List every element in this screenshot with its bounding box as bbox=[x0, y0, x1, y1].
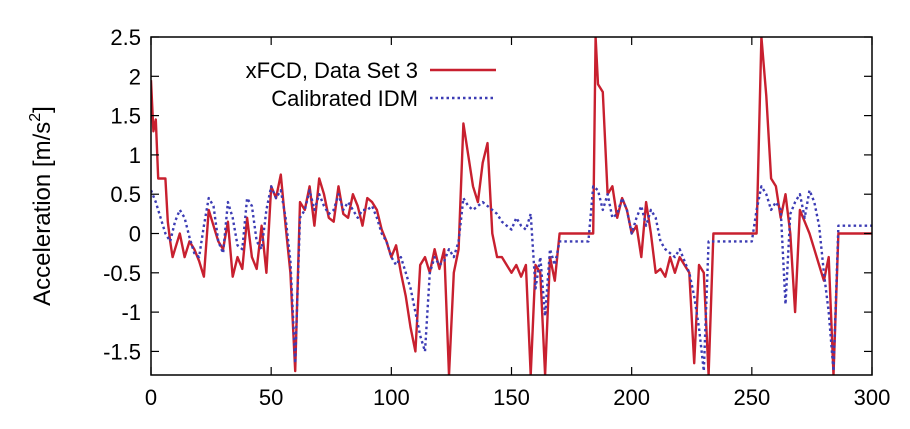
series-line-idm bbox=[151, 185, 872, 373]
legend-label-idm: Calibrated IDM bbox=[271, 86, 418, 111]
ticks-layer: 0 50 100 150 200 250 300 -1.5 -1 -0.5 0 0.5 1 1.5 2 2.5 bbox=[103, 25, 890, 410]
series-layer bbox=[151, 37, 872, 375]
legend-label-xfcd: xFCD, Data Set 3 bbox=[246, 58, 418, 83]
y-tick-label: 2.5 bbox=[110, 25, 141, 50]
y-tick-label: -1.5 bbox=[103, 339, 141, 364]
y-tick-label: 2 bbox=[129, 64, 141, 89]
y-axis-label-superscript: 2 bbox=[27, 113, 44, 122]
y-tick-label: 1 bbox=[129, 143, 141, 168]
x-tick-label: 50 bbox=[259, 385, 283, 410]
y-tick-label: -1 bbox=[121, 300, 141, 325]
plot-frame bbox=[150, 36, 873, 376]
x-tick-label: 150 bbox=[493, 385, 530, 410]
x-tick-label: 300 bbox=[854, 385, 891, 410]
x-tick-label: 100 bbox=[373, 385, 410, 410]
y-axis-label: Acceleration [m/s2] bbox=[27, 106, 56, 306]
y-axis-label-end: ] bbox=[29, 106, 56, 113]
x-tick-label: 200 bbox=[613, 385, 650, 410]
legend: xFCD, Data Set 3 Calibrated IDM bbox=[246, 58, 496, 111]
y-axis-label-main: Acceleration [m/s bbox=[29, 122, 56, 306]
y-tick-label: 0 bbox=[129, 222, 141, 247]
y-tick-label: 1.5 bbox=[110, 104, 141, 129]
x-tick-label: 250 bbox=[733, 385, 770, 410]
y-tick-label: -0.5 bbox=[103, 261, 141, 286]
x-tick-label: 0 bbox=[145, 385, 157, 410]
series-line-xfcd bbox=[151, 37, 872, 375]
y-tick-label: 0.5 bbox=[110, 182, 141, 207]
